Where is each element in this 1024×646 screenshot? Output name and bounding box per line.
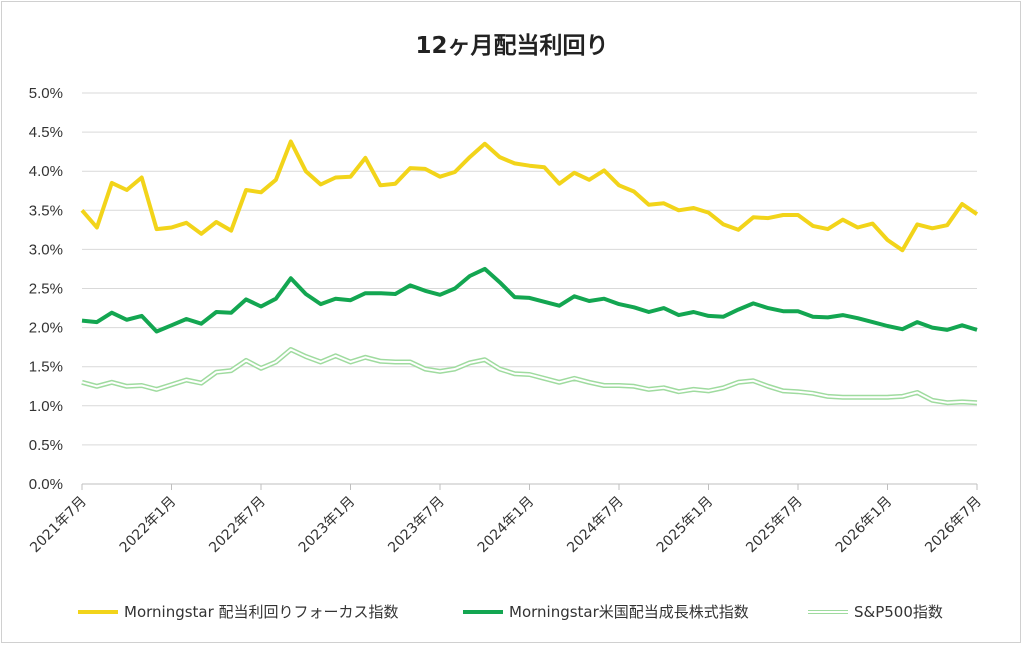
x-tick-label: 2025年7月 bbox=[743, 494, 806, 557]
y-tick-label: 1.5% bbox=[29, 359, 63, 376]
legend-item-dividend-growth: Morningstar米国配当成長株式指数 bbox=[463, 601, 749, 622]
y-tick-label: 4.5% bbox=[29, 124, 63, 141]
y-tick-label: 1.0% bbox=[29, 398, 63, 415]
series-line-dividend-growth bbox=[81, 266, 978, 334]
legend-label-dividend-growth: Morningstar米国配当成長株式指数 bbox=[509, 603, 749, 621]
x-axis bbox=[81, 483, 978, 490]
legend-label-focus: Morningstar 配当利回りフォーカス指数 bbox=[124, 603, 399, 621]
y-tick-label: 0.0% bbox=[29, 476, 63, 493]
y-tick-label: 4.0% bbox=[29, 163, 63, 180]
x-tick-label: 2022年7月 bbox=[206, 494, 269, 557]
legend-swatch-focus bbox=[78, 609, 118, 614]
series-dividend-growth bbox=[81, 266, 978, 334]
x-tick-label: 2026年1月 bbox=[833, 494, 896, 557]
line-chart: 0.0% 0.5% 1.0% 1.5% 2.0% 2.5% 3.0% 3.5% 4.0% 4.5%… bbox=[27, 85, 985, 557]
series-focus bbox=[80, 139, 979, 253]
legend-item-focus: Morningstar 配当利回りフォーカス指数 bbox=[78, 601, 399, 622]
chart-legend: Morningstar 配当利回りフォーカス指数 Morningstar米国配当… bbox=[0, 601, 1024, 627]
legend-label-sp500: S&P500指数 bbox=[854, 603, 943, 621]
y-tick-label: 2.5% bbox=[29, 281, 63, 298]
series-sp500 bbox=[81, 347, 978, 406]
x-tick-label: 2023年1月 bbox=[296, 494, 359, 557]
series-line-focus bbox=[80, 139, 979, 253]
x-tick-label: 2024年1月 bbox=[475, 494, 538, 557]
x-tick-label: 2026年7月 bbox=[922, 494, 985, 557]
x-tick-label: 2024年7月 bbox=[564, 494, 627, 557]
series-lines bbox=[80, 139, 979, 406]
x-axis-tick-labels: 2021年7月 2022年1月 2022年7月 2023年1月 2023年7月 2024年… bbox=[27, 494, 985, 557]
x-tick-label: 2025年1月 bbox=[654, 494, 717, 557]
y-tick-label: 5.0% bbox=[29, 85, 63, 102]
y-tick-label: 3.5% bbox=[29, 202, 63, 219]
y-axis-tick-labels: 0.0% 0.5% 1.0% 1.5% 2.0% 2.5% 3.0% 3.5% 4.0% 4.5%… bbox=[29, 85, 63, 493]
legend-swatch-sp500 bbox=[808, 609, 848, 614]
y-tick-label: 0.5% bbox=[29, 437, 63, 454]
grid-lines bbox=[82, 92, 977, 485]
y-tick-label: 3.0% bbox=[29, 241, 63, 258]
chart-title: 12ヶ月配当利回り bbox=[415, 33, 609, 59]
legend-swatch-dividend-growth bbox=[463, 609, 503, 614]
x-tick-label: 2022年1月 bbox=[117, 494, 180, 557]
x-tick-label: 2023年7月 bbox=[385, 494, 448, 557]
y-tick-label: 2.0% bbox=[29, 320, 63, 337]
series-line-inner-sp500 bbox=[81, 348, 978, 404]
series-line-sp500 bbox=[81, 347, 978, 406]
legend-item-sp500: S&P500指数 bbox=[808, 601, 943, 622]
x-tick-label: 2021年7月 bbox=[27, 494, 90, 557]
